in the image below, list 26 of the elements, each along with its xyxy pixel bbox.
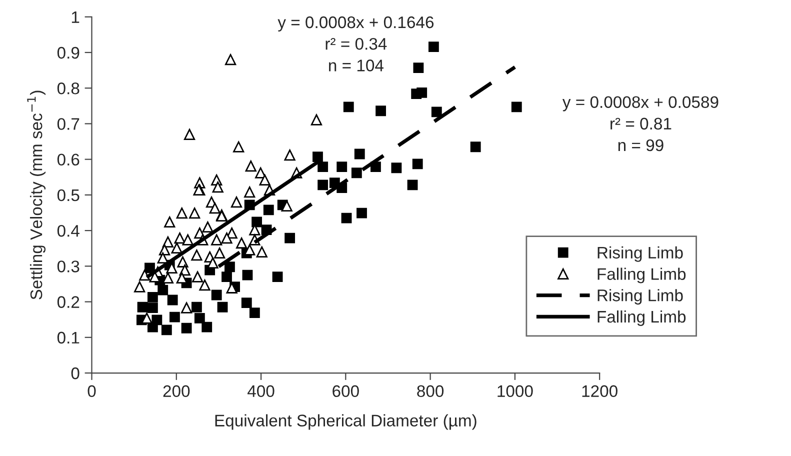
annotation: y = 0.0008x + 0.1646 r² = 0.34 n = 104	[278, 16, 434, 72]
y-tick-label: 0	[71, 367, 80, 380]
legend-label: Rising Limb	[598, 246, 683, 262]
y-tick-label: 0.5	[57, 189, 80, 202]
x-tick-label: 1200	[582, 385, 618, 398]
y-tick-label: 0.9	[57, 46, 80, 59]
x-tick-label: 400	[248, 385, 274, 398]
x-axis-title: Equivalent Spherical Diameter (µm)	[215, 414, 476, 430]
legend-label: Falling Limb	[598, 310, 686, 326]
x-tick-label: 200	[163, 385, 190, 398]
y-tick-label: 0.3	[57, 260, 80, 272]
legend-label: Falling Limb	[598, 268, 686, 284]
x-tick-label: 1000	[498, 385, 533, 398]
x-tick-label: 600	[332, 385, 359, 398]
annotation: y = 0.0008x + 0.0589 r² = 0.81 n = 99	[562, 96, 718, 152]
y-tick-label: 0.7	[57, 118, 80, 130]
legend-label: Rising Limb	[598, 289, 683, 305]
x-tick-label: 800	[417, 385, 444, 398]
y-tick-label: 0.4	[57, 224, 80, 237]
y-tick-label: 1	[72, 11, 80, 23]
y-tick-label: 0.2	[57, 296, 80, 308]
y-axis-title: Settling Velocity (mm sec$^{−1}$)	[27, 90, 46, 300]
y-tick-label: 0.6	[57, 154, 80, 166]
x-tick-label: 0	[88, 385, 96, 398]
y-tick-label: 0.1	[57, 332, 80, 344]
y-tick-label: 0.8	[57, 82, 80, 94]
